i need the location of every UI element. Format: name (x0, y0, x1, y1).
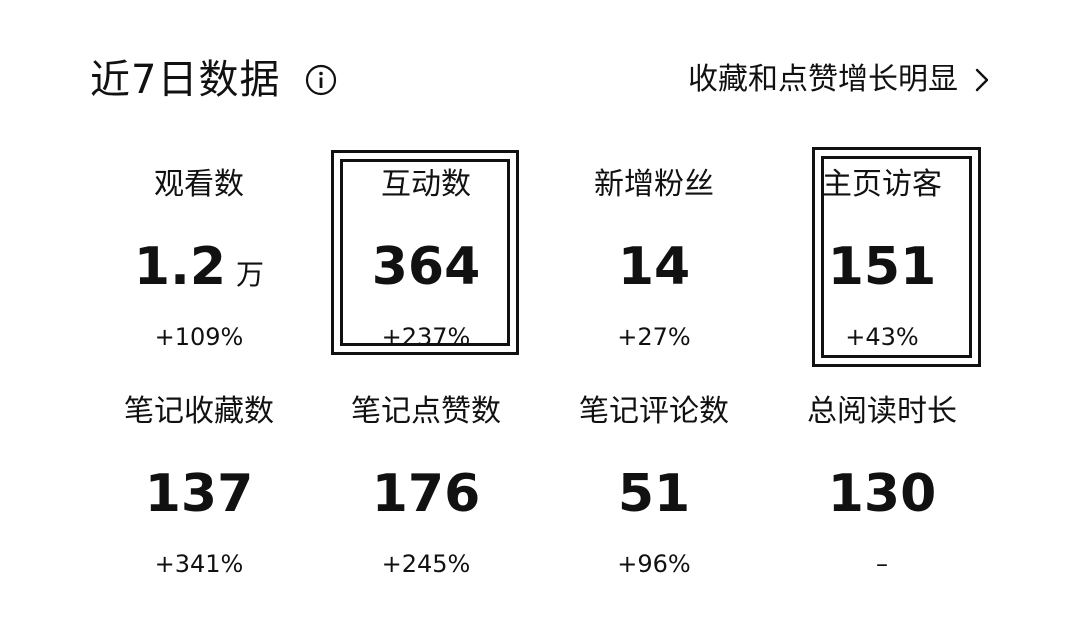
info-circle-icon[interactable] (305, 64, 337, 96)
summary-text: 收藏和点赞增长明显 (688, 58, 958, 102)
metric-change: +27% (549, 321, 759, 353)
metric-value-row: 1.2 万 (94, 237, 304, 297)
metric-value: 137 (145, 464, 254, 524)
metric-value: 176 (372, 464, 481, 524)
metric-label: 主页访客 (777, 165, 987, 205)
metric-change: +237% (321, 321, 531, 353)
metric-change: +109% (94, 321, 304, 353)
metric-value: 51 (618, 464, 690, 524)
metric-label: 笔记收藏数 (94, 392, 304, 432)
metric-value: 1.2 (134, 237, 226, 297)
metric-label: 笔记点赞数 (321, 392, 531, 432)
metric-value-row: 176 (321, 464, 531, 524)
metric-views[interactable]: 观看数 1.2 万 +109% (94, 165, 304, 395)
metric-profile-visitors[interactable]: 主页访客 151 +43% (777, 165, 987, 395)
metric-value: 364 (372, 237, 481, 297)
metric-label: 互动数 (321, 165, 531, 205)
metric-change: +96% (549, 548, 759, 580)
metric-total-read-time[interactable]: 总阅读时长 130 – (777, 392, 987, 622)
metric-value-row: 14 (549, 237, 759, 297)
metric-value-row: 364 (321, 237, 531, 297)
metric-unit: 万 (236, 255, 264, 295)
metric-note-likes[interactable]: 笔记点赞数 176 +245% (321, 392, 531, 622)
page-title: 近7日数据 (90, 52, 280, 108)
metric-change: – (777, 548, 987, 580)
metric-note-comments[interactable]: 笔记评论数 51 +96% (549, 392, 759, 622)
metric-value-row: 151 (777, 237, 987, 297)
metric-value: 14 (618, 237, 690, 297)
metric-change: +43% (777, 321, 987, 353)
metric-note-saves[interactable]: 笔记收藏数 137 +341% (94, 392, 304, 622)
summary-link[interactable]: 收藏和点赞增长明显 (688, 58, 992, 102)
metric-value-row: 130 (777, 464, 987, 524)
metric-value: 151 (828, 237, 937, 297)
metric-interactions[interactable]: 互动数 364 +237% (321, 165, 531, 395)
metric-value-row: 137 (94, 464, 304, 524)
metric-value-row: 51 (549, 464, 759, 524)
metric-value: 130 (828, 464, 937, 524)
metric-label: 总阅读时长 (777, 392, 987, 432)
metric-change: +245% (321, 548, 531, 580)
metric-change: +341% (94, 548, 304, 580)
metric-label: 新增粉丝 (549, 165, 759, 205)
metric-new-followers[interactable]: 新增粉丝 14 +27% (549, 165, 759, 395)
chevron-right-icon (972, 66, 992, 94)
metric-label: 笔记评论数 (549, 392, 759, 432)
data-header: 近7日数据 收藏和点赞增长明显 (0, 0, 1080, 130)
metric-label: 观看数 (94, 165, 304, 205)
